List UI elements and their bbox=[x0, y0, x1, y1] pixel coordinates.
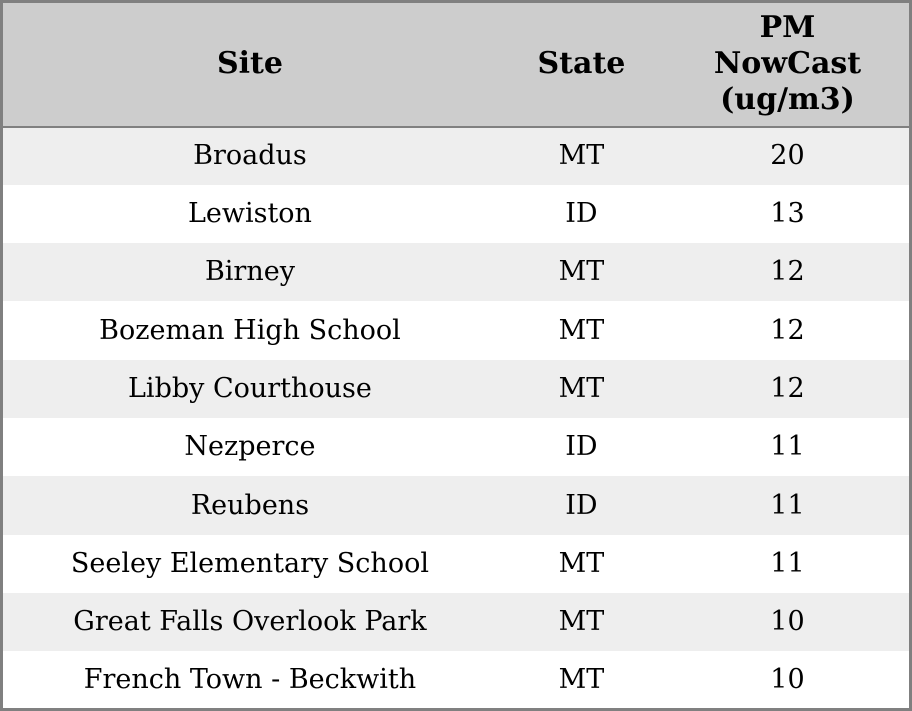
site-cell: French Town - Beckwith bbox=[83, 663, 417, 695]
table-row: Broadus MT 20 bbox=[1, 126, 911, 185]
pm-nowcast-cell: 12 bbox=[770, 256, 805, 288]
column-header-site: Site bbox=[1, 1, 497, 128]
state-cell: MT bbox=[558, 547, 605, 579]
pm-nowcast-cell: 20 bbox=[770, 140, 805, 172]
table-row: Libby Courthouse MT 12 bbox=[1, 359, 911, 418]
site-cell: Bozeman High School bbox=[99, 314, 401, 346]
table-row: Bozeman High School MT 12 bbox=[1, 301, 911, 360]
pm-nowcast-cell: 12 bbox=[770, 314, 805, 346]
column-header-pm-nowcast-label: PM NowCast (ug/m3) bbox=[713, 10, 862, 118]
state-cell: MT bbox=[558, 314, 605, 346]
pm-nowcast-cell: 11 bbox=[770, 547, 805, 579]
state-cell: ID bbox=[565, 431, 598, 463]
state-cell: ID bbox=[565, 198, 598, 230]
state-cell: MT bbox=[558, 606, 605, 638]
table-row: French Town - Beckwith MT 10 bbox=[1, 651, 911, 710]
pm-nowcast-cell: 12 bbox=[770, 372, 805, 404]
column-header-state-label: State bbox=[537, 46, 626, 82]
pm-nowcast-cell: 10 bbox=[770, 663, 805, 695]
table-row: Seeley Elementary School MT 11 bbox=[1, 534, 911, 593]
header-row: Site State PM NowCast (ug/m3) bbox=[1, 1, 911, 128]
table-body: Broadus MT 20 Lewiston ID 13 Birney MT 1… bbox=[1, 126, 911, 710]
site-cell: Reubens bbox=[190, 489, 310, 521]
site-cell: Seeley Elementary School bbox=[70, 547, 429, 579]
state-cell: ID bbox=[565, 489, 598, 521]
site-cell: Lewiston bbox=[187, 198, 312, 230]
site-cell: Broadus bbox=[193, 140, 307, 172]
site-cell: Nezperce bbox=[184, 431, 316, 463]
state-cell: MT bbox=[558, 663, 605, 695]
pm-nowcast-cell: 10 bbox=[770, 606, 805, 638]
site-cell: Libby Courthouse bbox=[128, 372, 372, 404]
table-header: Site State PM NowCast (ug/m3) bbox=[1, 1, 911, 128]
state-cell: MT bbox=[558, 140, 605, 172]
table-row: Birney MT 12 bbox=[1, 243, 911, 302]
column-header-pm-nowcast: PM NowCast (ug/m3) bbox=[665, 1, 911, 128]
state-cell: MT bbox=[558, 372, 605, 404]
pm-nowcast-cell: 11 bbox=[770, 431, 805, 463]
column-header-site-label: Site bbox=[216, 46, 283, 82]
pm-nowcast-cell: 11 bbox=[770, 489, 805, 521]
table-row: Lewiston ID 13 bbox=[1, 184, 911, 244]
table-row: Reubens ID 11 bbox=[1, 476, 911, 535]
table-row: Great Falls Overlook Park MT 10 bbox=[1, 592, 911, 652]
column-header-state: State bbox=[496, 1, 666, 128]
table-row: Nezperce ID 11 bbox=[1, 417, 911, 477]
site-cell: Great Falls Overlook Park bbox=[73, 606, 427, 638]
state-cell: MT bbox=[558, 256, 605, 288]
pm-nowcast-cell: 13 bbox=[770, 198, 805, 230]
site-cell: Birney bbox=[204, 256, 295, 288]
